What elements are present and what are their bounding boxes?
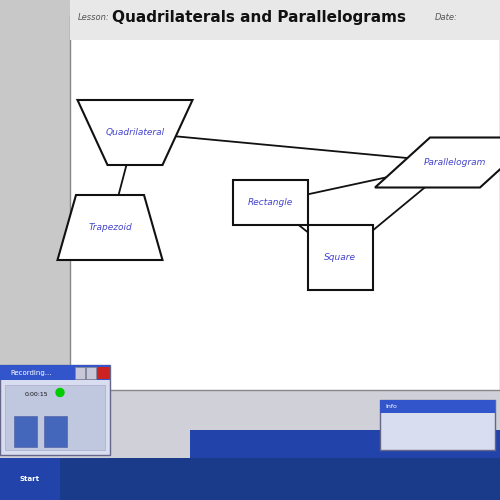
Bar [75, 366, 85, 379]
Polygon shape [308, 225, 372, 290]
FancyBboxPatch shape [44, 416, 66, 446]
Polygon shape [78, 100, 192, 165]
Bar [0, 365, 110, 380]
Text: Rectangle: Rectangle [248, 198, 292, 207]
Polygon shape [58, 195, 162, 260]
Text: Quadrilateral: Quadrilateral [106, 128, 164, 137]
Polygon shape [375, 138, 500, 188]
FancyBboxPatch shape [14, 416, 36, 446]
Bar [98, 366, 108, 379]
Bar [380, 400, 495, 412]
Bar [0, 458, 60, 500]
Circle shape [56, 388, 64, 396]
Text: Square: Square [324, 253, 356, 262]
Bar [0, 458, 500, 500]
Text: Parallelogram: Parallelogram [424, 158, 486, 167]
Text: Start: Start [20, 476, 40, 482]
Bar [0, 0, 70, 458]
Bar [5, 385, 105, 450]
Bar [70, 15, 500, 390]
Bar [0, 390, 500, 458]
Bar [70, 0, 500, 40]
Text: Date:: Date: [435, 13, 458, 22]
Bar [190, 430, 500, 458]
Polygon shape [232, 180, 308, 225]
Text: 0:00:15: 0:00:15 [25, 392, 48, 398]
FancyBboxPatch shape [0, 365, 110, 455]
Text: Trapezoid: Trapezoid [88, 223, 132, 232]
Bar [86, 366, 96, 379]
Text: Quadrilaterals and Parallelograms: Quadrilaterals and Parallelograms [112, 10, 406, 25]
Text: Lesson:: Lesson: [78, 13, 109, 22]
Text: Info: Info [385, 404, 397, 408]
Text: Recording...: Recording... [10, 370, 51, 376]
FancyBboxPatch shape [380, 400, 495, 450]
